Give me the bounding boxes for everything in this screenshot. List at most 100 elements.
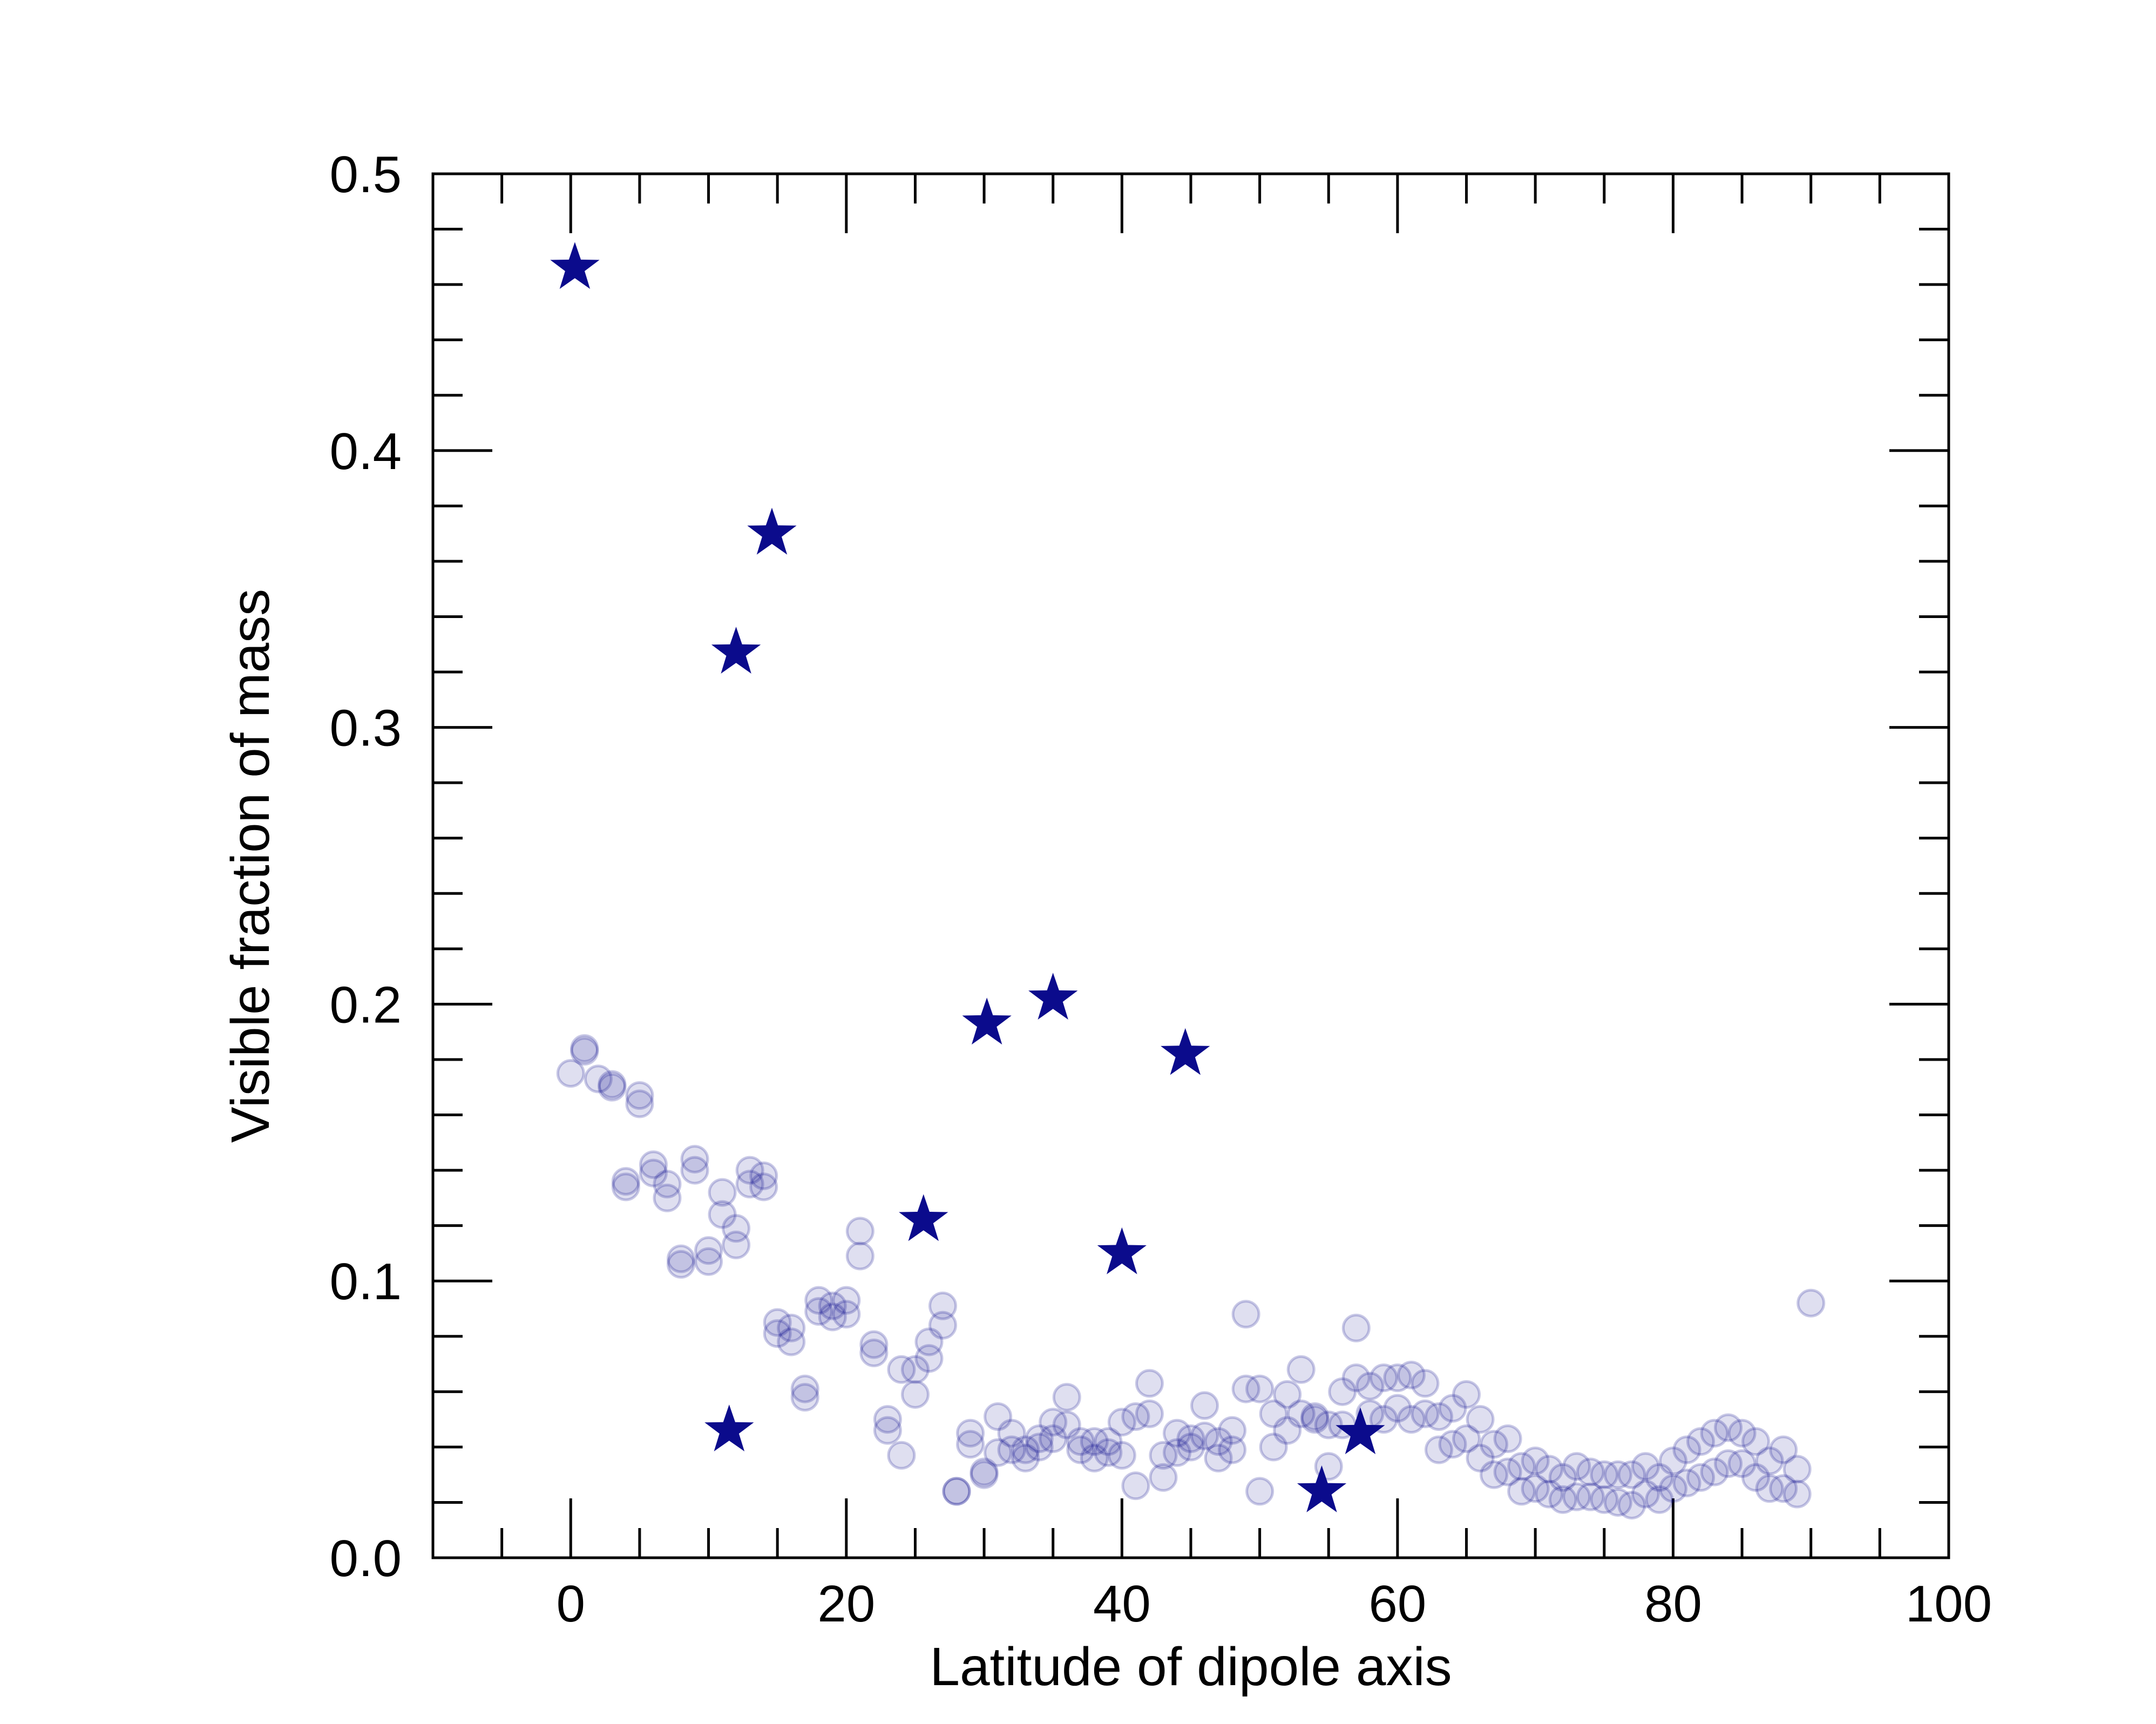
circle-point [584, 1064, 613, 1094]
star-point [1161, 1028, 1210, 1075]
circle-point [694, 1247, 723, 1276]
circle-point [1039, 1408, 1068, 1437]
circle-point [845, 1241, 874, 1271]
circle-point [1686, 1463, 1716, 1492]
star-point [1097, 1227, 1147, 1274]
circle-point [777, 1313, 806, 1342]
circle-point [1231, 1374, 1260, 1403]
circle-point [1452, 1424, 1481, 1453]
circle-point [1424, 1402, 1453, 1431]
circle-point [928, 1311, 958, 1340]
circle-point [1658, 1447, 1687, 1476]
circle-point [1286, 1355, 1316, 1384]
circle-point [1300, 1402, 1330, 1431]
circle-points [556, 1034, 1826, 1520]
circle-point [570, 1037, 599, 1066]
star-point [1028, 973, 1078, 1020]
star-point [899, 1194, 948, 1241]
circle-point [1700, 1457, 1729, 1487]
circle-point [1466, 1405, 1495, 1434]
circle-point [873, 1416, 902, 1445]
circle-point [722, 1214, 751, 1243]
circle-point [735, 1156, 764, 1185]
circle-point [611, 1167, 640, 1196]
circle-point [1741, 1463, 1771, 1492]
circle-point [666, 1244, 695, 1273]
circle-point [1149, 1463, 1178, 1492]
circle-point [1645, 1485, 1674, 1514]
circle-point [1383, 1363, 1412, 1393]
circle-point [1438, 1430, 1467, 1459]
star-point [550, 242, 600, 289]
star-point [704, 1404, 754, 1451]
circle-point [598, 1073, 627, 1102]
circle-point [956, 1418, 985, 1448]
circle-point [1782, 1455, 1812, 1484]
circle-point [1617, 1491, 1646, 1520]
circle-point [1396, 1405, 1426, 1434]
circle-point [1590, 1485, 1619, 1514]
circle-point [694, 1236, 723, 1265]
circle-point [653, 1170, 682, 1199]
circle-point [790, 1374, 819, 1403]
circle-point [1025, 1424, 1054, 1453]
star-point [962, 997, 1012, 1045]
circle-point [1025, 1433, 1054, 1462]
circle-point [1149, 1441, 1178, 1470]
circle-point [1507, 1452, 1536, 1481]
circle-point [1727, 1449, 1757, 1478]
circle-point [1231, 1300, 1260, 1329]
circle-point [1190, 1421, 1219, 1450]
circle-point [570, 1034, 599, 1063]
circle-point [1369, 1363, 1398, 1393]
y-tick-label: 0.3 [330, 700, 402, 757]
circle-point [818, 1302, 847, 1332]
circle-point [680, 1156, 709, 1185]
circle-point [1686, 1427, 1716, 1456]
circle-point [598, 1070, 627, 1099]
circle-point [1562, 1452, 1591, 1481]
circle-point [1672, 1469, 1701, 1498]
circle-point [1548, 1463, 1577, 1492]
star-point [711, 627, 761, 674]
circle-point [1714, 1413, 1743, 1442]
circle-point [1452, 1380, 1481, 1409]
circle-point [763, 1319, 792, 1348]
circle-point [1480, 1460, 1509, 1489]
circle-point [997, 1435, 1026, 1464]
y-tick-label: 0.5 [330, 146, 402, 203]
circle-point [1011, 1435, 1040, 1464]
circle-point [1521, 1474, 1550, 1503]
circle-point [1341, 1313, 1371, 1342]
x-tick-label: 80 [1644, 1575, 1702, 1633]
y-tick-label: 0.2 [330, 976, 402, 1034]
circle-point [1245, 1374, 1274, 1403]
circle-point [1796, 1288, 1826, 1318]
circle-point [1135, 1369, 1164, 1398]
circle-point [1204, 1443, 1233, 1472]
circle-point [1769, 1474, 1798, 1503]
circle-point [1576, 1457, 1605, 1487]
circle-point [1176, 1424, 1205, 1453]
circle-point [887, 1355, 916, 1384]
circle-point [914, 1327, 944, 1356]
circle-point [956, 1430, 985, 1459]
circle-point [832, 1300, 861, 1329]
circle-point [984, 1438, 1013, 1467]
circle-point [1011, 1443, 1040, 1472]
circle-point [1341, 1363, 1371, 1393]
star-point [747, 507, 797, 555]
x-tick-label: 100 [1906, 1575, 1992, 1633]
circle-point [1507, 1477, 1536, 1506]
circle-point [1603, 1488, 1632, 1517]
circle-point [1066, 1427, 1095, 1456]
circle-point [639, 1158, 668, 1187]
circle-point [1672, 1435, 1701, 1464]
circle-point [1631, 1479, 1660, 1509]
circle-point [1135, 1399, 1164, 1428]
circle-point [1080, 1427, 1109, 1456]
circle-point [1521, 1447, 1550, 1476]
circle-point [790, 1383, 819, 1412]
circle-point [1300, 1405, 1330, 1434]
circle-point [804, 1286, 833, 1315]
